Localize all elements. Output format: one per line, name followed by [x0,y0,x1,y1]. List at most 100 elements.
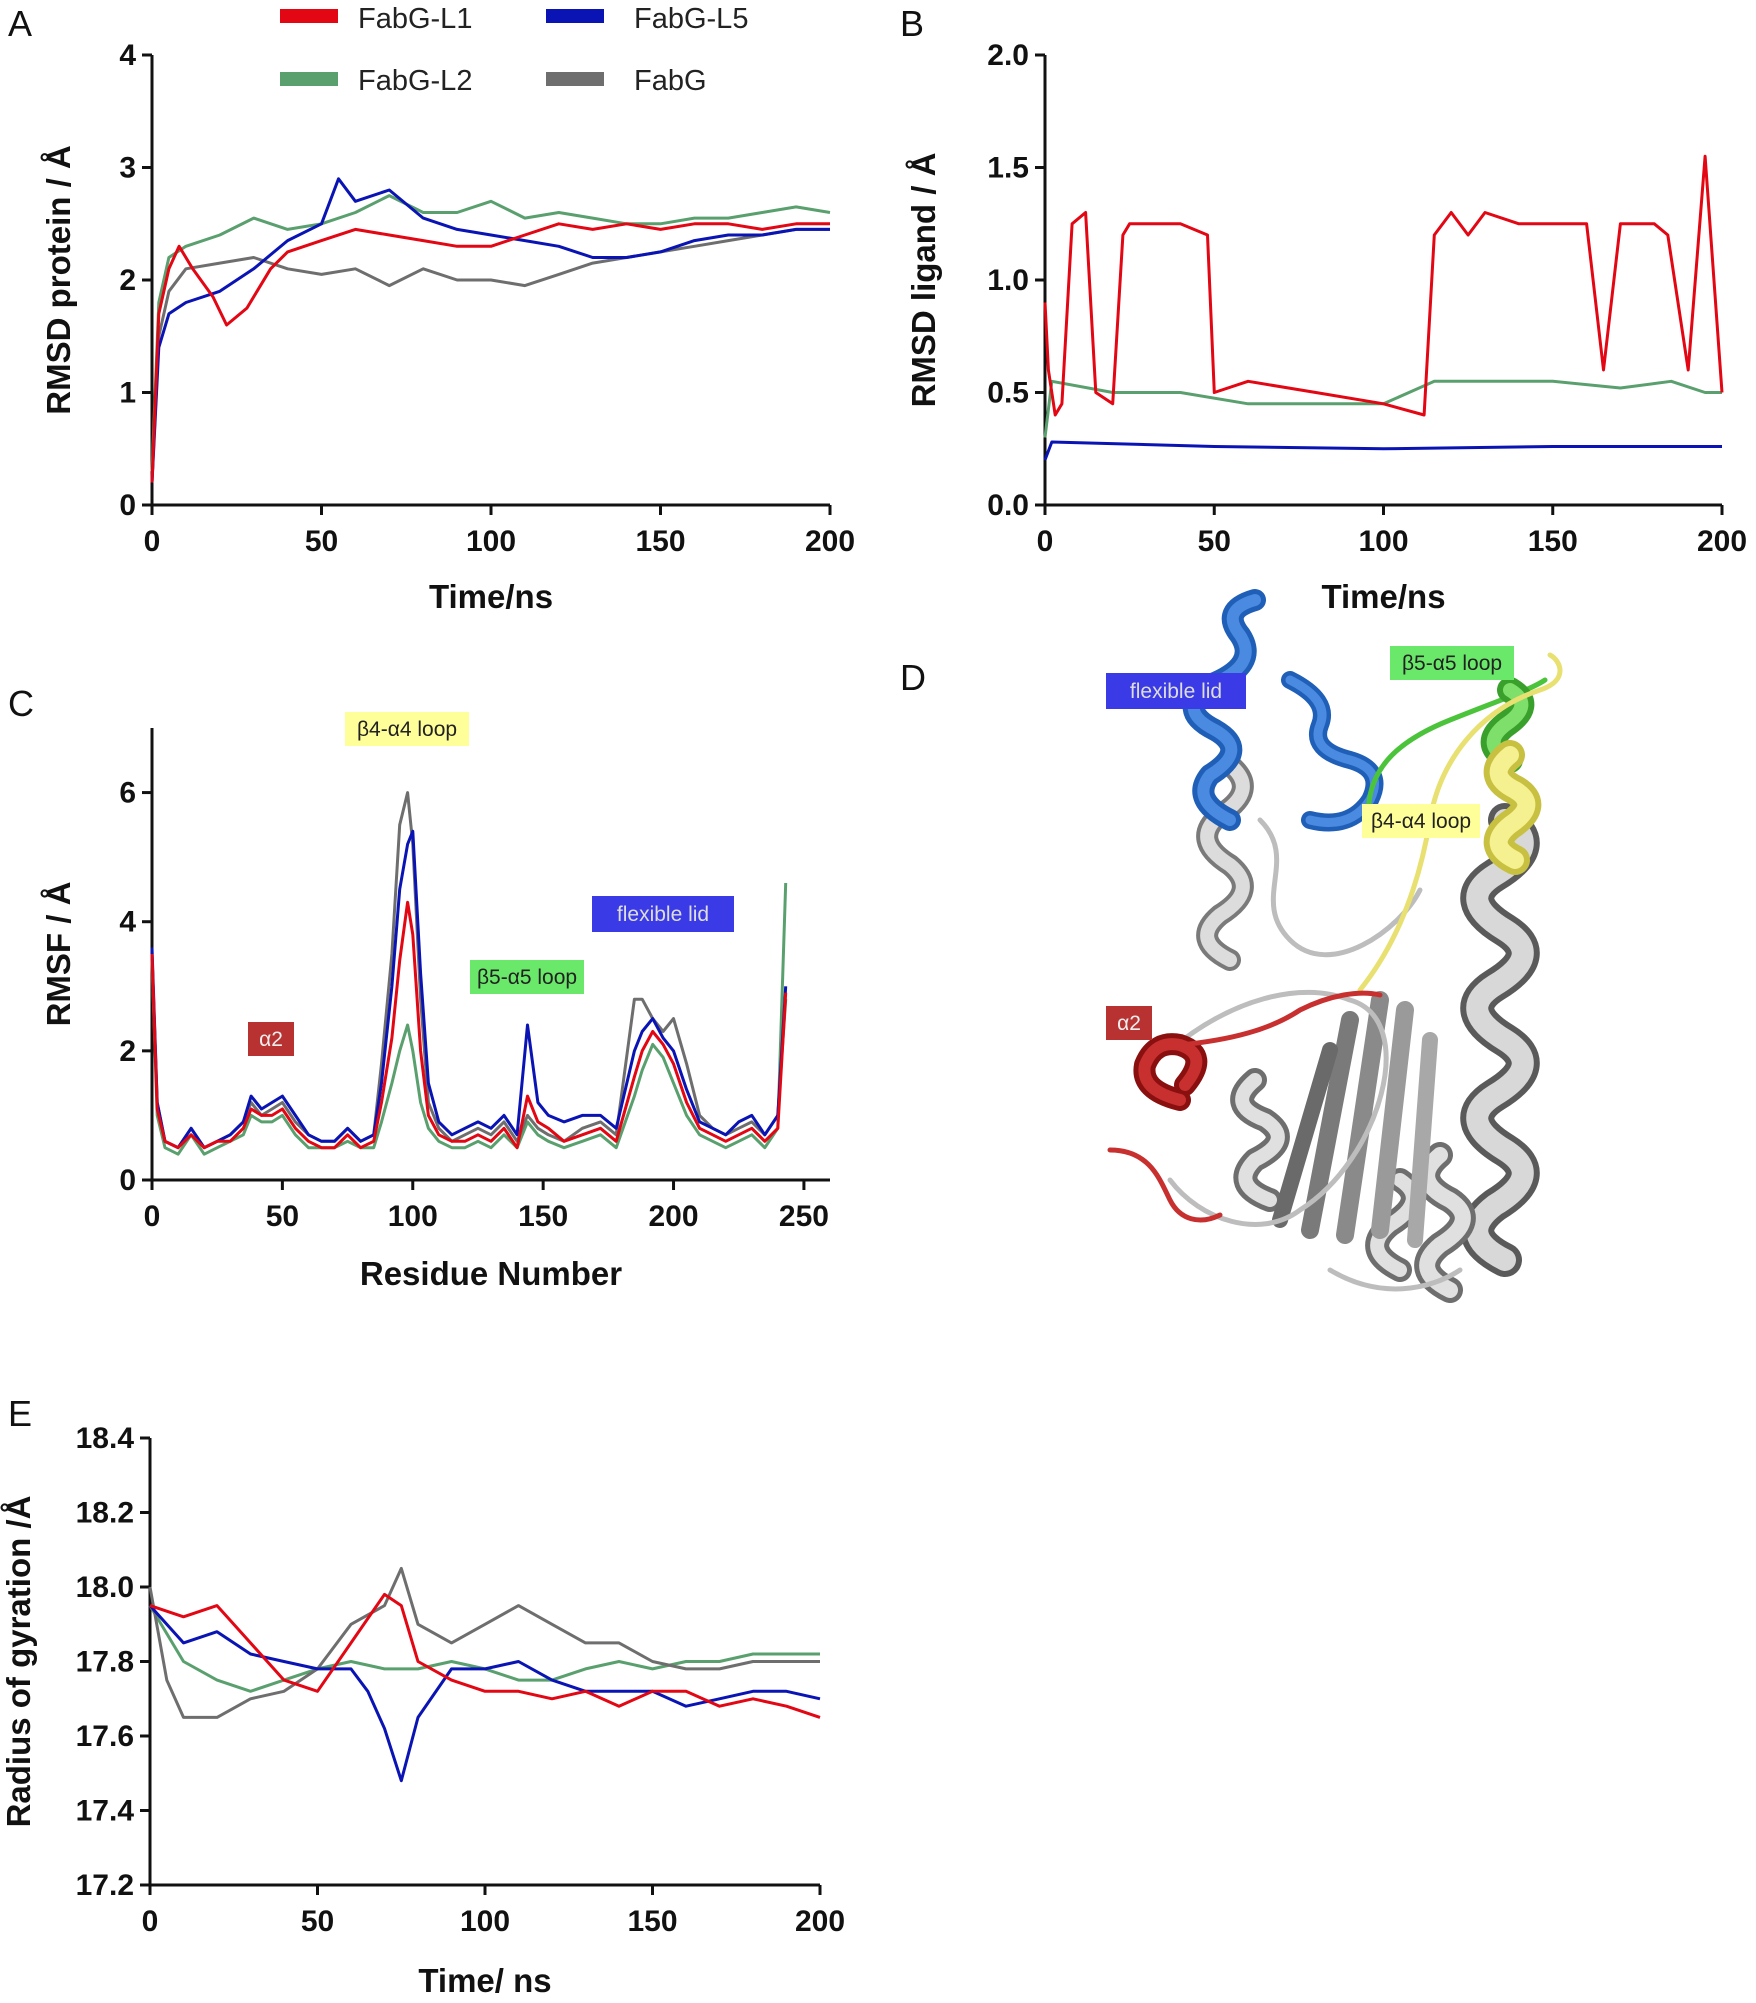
y-axis-title: Radius of gyration /Å [0,1496,37,1828]
legend-swatch-fabg-l5 [546,9,604,23]
y-tick-label: 17.4 [76,1795,135,1828]
legend-label-fabg-l2: FabG-L2 [358,65,472,97]
y-tick-label: 1 [119,377,136,410]
x-tick-label: 150 [627,1905,677,1938]
x-tick-label: 0 [1037,525,1054,558]
y-tick-label: 4 [119,39,136,72]
y-tick-label: 17.8 [76,1646,134,1679]
structure-label-b4a4-loop-box [1362,804,1480,838]
series-line-fabg-l1 [1043,154,1724,417]
panel-letter-b: B [900,3,924,44]
x-tick-label: 200 [649,1200,699,1233]
chart-radius-of-gyration: 0 50 100 150 200 17.2 17.4 17.6 17.8 18.0 18.2 18.4… [0,1422,845,1999]
legend-swatch-fabg-l1 [280,9,338,23]
y-tick-label: 6 [119,777,136,810]
series-line-fabg [150,791,788,1150]
panel-letter-d: D [900,657,926,698]
y-tick-label: 2.0 [987,39,1029,72]
x-axis-title: Residue Number [360,1255,622,1292]
x-tick-label: 0 [144,525,161,558]
structure-label-b5a5-loop-box [1390,646,1514,680]
y-axis-title: RMSD ligand / Å [905,153,942,408]
series-line-fabg [148,1566,820,1719]
x-tick-label: 250 [779,1200,829,1233]
series-line-fabg-l2 [150,882,788,1156]
x-tick-label: 200 [1697,525,1747,558]
x-axis-title: Time/ns [1321,578,1445,615]
structure-label-flexible-lid: flexible lid [1130,680,1222,703]
y-tick-label: 0.5 [987,377,1029,410]
annotation-label: β4-α4 loop [357,718,457,741]
legend-swatch-fabg [546,72,604,86]
y-axis-title: RMSF / Å [40,882,77,1027]
x-axis-title: Time/ ns [418,1962,551,1999]
protein-structure-cartoon: flexible lid β5-α5 loop β4-α4 loop α2 [1106,589,1563,1303]
structure-body [1107,589,1563,1303]
annotation-box [248,1022,294,1056]
annotation-box [592,896,734,932]
y-tick-label: 18.4 [76,1422,135,1455]
structure-label-a2: α2 [1117,1012,1141,1035]
series-line-fabg-l2 [150,194,831,472]
series-line-fabg-l5 [150,177,830,483]
chart-rmsd-protein: 0 50 100 150 200 0 1 2 3 4 Time/ns RMSD protein / Å [40,39,855,615]
structure-label-b5a5-loop: β5-α5 loop [1402,652,1502,675]
structure-label-flexible-lid-box [1106,673,1246,709]
structure-label-a2-box [1106,1006,1152,1040]
legend: FabG-L1 FabG-L5 FabG-L2 FabG [280,3,748,97]
x-tick-label: 200 [805,525,855,558]
annotation-label: flexible lid [617,903,709,926]
x-tick-label: 200 [795,1905,845,1938]
y-axis-title: RMSD protein / Å [40,145,77,415]
y-tick-label: 18.2 [76,1497,134,1530]
y-tick-label: 3 [119,152,136,185]
series-line-fabg-l1 [150,222,830,483]
legend-label-fabg-l5: FabG-L5 [634,3,748,35]
x-tick-label: 50 [301,1905,334,1938]
x-tick-label: 0 [144,1200,161,1233]
series-line-fabg-l2 [1043,379,1722,438]
x-tick-label: 50 [1198,525,1231,558]
series-line-fabg [150,227,830,483]
annotation-box [345,712,469,746]
y-tick-label: 1.5 [987,152,1029,185]
panel-letter-c: C [8,683,34,724]
x-tick-label: 100 [388,1200,438,1233]
x-tick-label: 150 [1528,525,1578,558]
x-tick-label: 50 [266,1200,299,1233]
legend-label-fabg-l1: FabG-L1 [358,3,472,35]
y-tick-label: 17.2 [76,1869,134,1902]
x-tick-label: 100 [460,1905,510,1938]
y-tick-label: 2 [119,264,136,297]
panel-letter-e: E [8,1393,32,1434]
legend-swatch-fabg-l2 [280,72,338,86]
annotation-label: α2 [259,1028,283,1051]
x-tick-label: 100 [466,525,516,558]
x-tick-label: 150 [635,525,685,558]
series-line-fabg-l5 [148,1604,821,1783]
series-line-fabg-l1 [150,900,788,1150]
series-line-fabg-l5 [150,829,788,1150]
y-tick-label: 4 [119,906,136,939]
legend-label-fabg: FabG [634,65,707,97]
annotation-box [470,960,584,994]
x-tick-label: 0 [142,1905,159,1938]
y-tick-label: 0 [119,1164,136,1197]
chart-rmsd-ligand: 0 50 100 150 200 0.0 0.5 1.0 1.5 2.0 Time/ns RMSD l… [905,39,1747,615]
series-line-fabg-l2 [148,1604,820,1693]
y-tick-label: 17.6 [76,1720,134,1753]
y-tick-label: 2 [119,1035,136,1068]
x-tick-label: 100 [1358,525,1408,558]
chart-rmsf: 0 50 100 150 200 250 0 2 4 6 Residue Number RMSF / … [40,712,830,1292]
series-line-fabg-l5 [1043,440,1722,461]
series-line-fabg-l1 [149,1592,821,1719]
y-tick-label: 18.0 [76,1571,134,1604]
y-tick-label: 0 [119,489,136,522]
y-tick-label: 1.0 [987,264,1029,297]
x-tick-label: 50 [305,525,338,558]
x-axis-title: Time/ns [429,578,553,615]
y-tick-label: 0.0 [987,489,1029,522]
annotation-label: β5-α5 loop [477,966,577,989]
panel-letter-a: A [8,3,32,44]
